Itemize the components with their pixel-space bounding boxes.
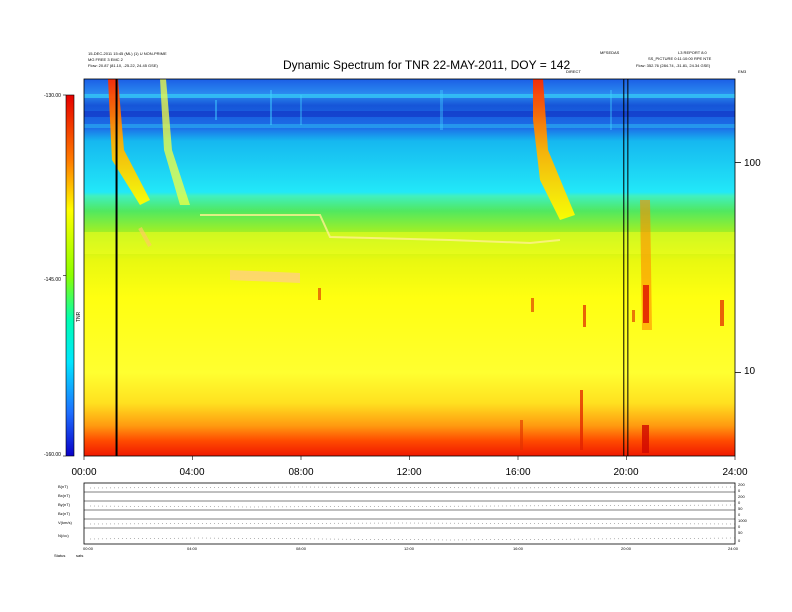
bottom-right-tick-8: 50 [738, 530, 743, 535]
top-ticks [83, 456, 736, 460]
bottom-right-tick-9: 0 [738, 538, 741, 543]
header-left-line3: Flow: 20.87 (81.10, -25.22, 24.45 GSE) [88, 63, 158, 68]
colorbar-tick-marks [63, 94, 66, 457]
bottom-right-tick-1: 0 [738, 488, 741, 493]
time-tick-0800: 08:00 [288, 467, 314, 478]
bottom-time-tick-0400: 04:00 [186, 546, 198, 551]
bottom-right-tick-0: 200 [738, 482, 745, 487]
bottom-row-label-bz: Bz(nT) [58, 511, 70, 516]
spectrum-plot [84, 79, 735, 456]
bottom-row-label-by: By(nT) [58, 502, 70, 507]
header-right-line4: Flow: 352.76 (284.74, -31.81, 24.34 GSE) [636, 63, 711, 68]
time-tick-1200: 12:00 [396, 467, 422, 478]
colorbar [65, 94, 75, 457]
header-left-line1: 15-DEC-2011 15:45 (ML) (1) U NON-PRIME [88, 51, 167, 56]
bottom-row-label-v: V(km/s) [58, 520, 72, 525]
time-tick-0000: 00:00 [71, 467, 97, 478]
footer-sats-label: sats [76, 553, 84, 558]
header-right-line3: SS_PICTURE 0:11:10:00 RPE NTE [648, 56, 712, 61]
bottom-row-label-n: N(/cc) [58, 533, 69, 538]
time-tick-0400: 04:00 [179, 467, 205, 478]
bottom-right-tick-2: 200 [738, 494, 745, 499]
time-tick-2400: 24:00 [722, 467, 748, 478]
colorbar-tick-bottom: -160.00 [44, 452, 61, 458]
bottom-right-tick-7: 0 [738, 524, 741, 529]
footer-status-label: Status [54, 553, 66, 558]
freq-tick-100: 100 [744, 158, 761, 169]
bottom-right-tick-4: 50 [738, 506, 743, 511]
bottom-time-tick-1200: 12:00 [403, 546, 415, 551]
bottom-time-tick-2000: 20:00 [620, 546, 632, 551]
bottom-right-tick-3: 0 [738, 500, 741, 505]
freq-tick-10: 10 [744, 366, 756, 377]
colorbar-tick-top: -130.00 [44, 93, 61, 99]
colorbar-label: TNR [76, 311, 82, 322]
bottom-time-tick-0000: 00:00 [82, 546, 94, 551]
marker-lines [115, 79, 629, 456]
marker-dirs-label: DIRECT [566, 69, 581, 74]
header-right-line2: L3 REPORT 8.0 [678, 50, 707, 55]
time-tick-1600: 16:00 [505, 467, 531, 478]
bottom-time-tick-2400: 24:00 [727, 546, 739, 551]
colorbar-tick-mid: -145.00 [44, 277, 61, 283]
bottom-panel [83, 482, 736, 545]
bottom-time-tick-0800: 08:00 [295, 546, 307, 551]
chart-title: Dynamic Spectrum for TNR 22-MAY-2011, DO… [283, 58, 571, 72]
bottom-right-tick-6: 1000 [738, 518, 747, 523]
bottom-row-label-b: B(nT) [58, 484, 68, 489]
marker-right-label: EM3 [738, 69, 747, 74]
frequency-axis-ticks [735, 162, 741, 373]
bottom-right-tick-5: 0 [738, 512, 741, 517]
header-right-line1: MFSEDAS [600, 50, 620, 55]
time-tick-2000: 20:00 [613, 467, 639, 478]
bottom-row-label-bx: Bx(nT) [58, 493, 70, 498]
header-left-line2: MG FREE 3 EMC 2 [88, 57, 123, 62]
bottom-time-tick-1600: 16:00 [512, 546, 524, 551]
